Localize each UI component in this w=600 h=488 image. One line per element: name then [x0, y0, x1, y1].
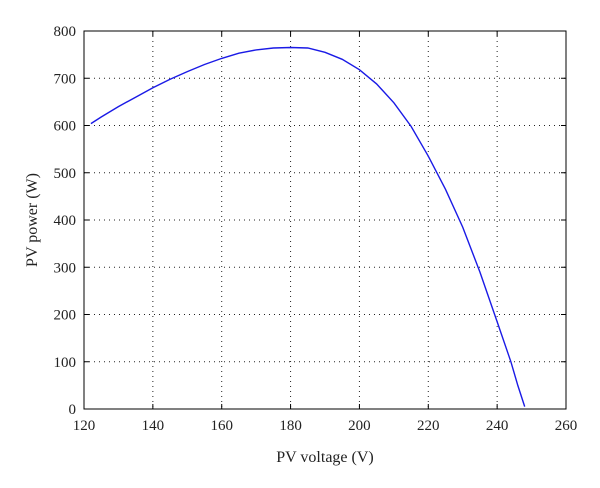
- y-axis-label: PV power (W): [24, 173, 41, 267]
- axis-ticks: [83, 30, 567, 410]
- y-tick-labels: 0 100 200 300 400 500 600 700 800: [54, 24, 77, 418]
- y-tick-label: 400: [54, 213, 77, 229]
- y-tick-label: 100: [54, 355, 77, 371]
- y-tick-label: 700: [54, 71, 77, 87]
- y-tick-label: 500: [54, 166, 77, 182]
- y-tick-label: 0: [69, 402, 77, 418]
- y-tick-label: 300: [54, 260, 77, 276]
- y-tick-label: 600: [54, 119, 77, 135]
- x-tick-label: 160: [210, 418, 233, 434]
- x-tick-label: 260: [555, 418, 578, 434]
- x-axis-label: PV voltage (V): [276, 449, 373, 466]
- x-tick-label: 140: [142, 418, 165, 434]
- x-tick-label: 200: [348, 418, 371, 434]
- x-tick-label: 240: [486, 418, 509, 434]
- y-tick-label: 800: [54, 24, 77, 40]
- x-tick-label: 180: [279, 418, 302, 434]
- x-tick-label: 220: [417, 418, 440, 434]
- grid-lines: [84, 31, 566, 409]
- x-tick-labels: 120 140 160 180 200 220 240 260: [73, 418, 578, 434]
- pv-power-curve: [90, 46, 526, 407]
- y-tick-label: 200: [54, 308, 77, 324]
- x-tick-label: 120: [73, 418, 96, 434]
